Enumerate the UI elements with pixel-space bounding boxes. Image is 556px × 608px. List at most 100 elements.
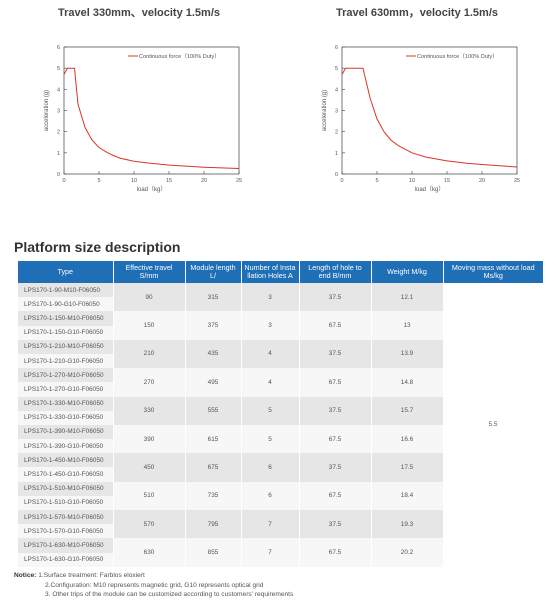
cell-hole-to-end: 67.5 [299,311,372,340]
cell-holes: 7 [241,538,300,567]
table-row: LPS170-1-270-G10-F06050 [18,382,543,397]
header-travel: Effective travel S/mm [113,261,186,283]
notice-line: 2.Configuration: M10 represents magnetic… [45,581,264,589]
table-row: LPS170-1-510-G10-F06050 [18,495,543,510]
notice-label: Notice: [14,572,37,579]
series-line [341,67,518,168]
cell-weight: 16.6 [371,424,444,454]
table-row: LPS170-1-330-M10-F06050 330 555 5 37.5 15.7 [18,396,543,425]
cell-travel: 570 [113,510,186,539]
cell-holes: 5 [241,424,300,454]
y-tick-label: 5 [57,66,60,72]
cell-length: 315 [185,283,242,312]
cell-travel: 390 [113,424,186,454]
x-tick-label: 5 [97,178,100,184]
chart-svg: 0 1 2 3 4 5 6 0 5 10 15 20 25 load（kg） acceleration (g… [44,45,242,193]
table-header-row: Type Effective travel S/mm Module length… [18,261,543,283]
cell-type: LPS170-1-90-M10-F06050 [18,283,114,298]
y-axis-label: acceleration (g) [322,90,328,131]
table-row: LPS170-1-210-G10-F06050 [18,353,543,369]
chart-title: Travel 630mm，velocity 1.5m/s [335,7,499,19]
cell-travel: 330 [113,396,186,425]
cell-weight: 12.1 [371,283,444,312]
cell-weight: 19.3 [371,510,444,539]
header-weight: Weight M/kg [371,261,444,283]
cell-type: LPS170-1-510-M10-F06050 [18,481,114,496]
cell-type: LPS170-1-210-G10-F06050 [18,353,114,369]
table-row: LPS170-1-150-M10-F06050 150 375 3 67.5 13 [18,311,543,340]
cell-hole-to-end: 67.5 [299,368,372,397]
cell-type: LPS170-1-210-M10-F06050 [18,339,114,354]
notice: Notice: 1.Surface treatment: Farblos elo… [14,571,293,600]
table-row: LPS170-1-390-M10-F06050 390 615 5 67.5 16.6 [18,424,543,454]
y-tick-label: 1 [57,151,60,157]
table-row: LPS170-1-270-M10-F06050 270 495 4 67.5 14.8 [18,368,543,397]
cell-type: LPS170-1-150-G10-F06050 [18,325,114,340]
cell-travel: 150 [113,311,186,340]
notice-line: 1.Surface treatment: Farblos eloxiert [38,572,145,579]
table-body: LPS170-1-90-M10-F06050 90 315 3 37.5 12.1 5.5 L… [18,283,544,567]
cell-holes: 4 [241,368,300,397]
cell-length: 435 [185,339,242,369]
cell-hole-to-end: 67.5 [299,481,372,510]
cell-length: 795 [185,510,242,539]
section-title: Platform size description [14,239,181,255]
cell-type: LPS170-1-570-G10-F06050 [18,524,114,539]
x-tick-label: 5 [375,178,378,184]
cell-type: LPS170-1-390-G10-F06050 [18,439,114,454]
header-length: Module length L/ [185,261,242,283]
table-row: LPS170-1-450-M10-F06050 450 675 6 37.5 17.5 [18,453,543,482]
x-tick-label: 10 [409,178,415,184]
y-tick-label: 4 [57,87,60,93]
cell-hole-to-end: 37.5 [299,396,372,425]
cell-hole-to-end: 67.5 [299,424,372,454]
cell-type: LPS170-1-90-G10-F06050 [18,297,114,312]
cell-holes: 4 [241,339,300,369]
x-tick-label: 25 [514,178,520,184]
cell-type: LPS170-1-270-M10-F06050 [18,368,114,383]
table-row: LPS170-1-90-G10-F06050 [18,297,543,312]
cell-type: LPS170-1-450-M10-F06050 [18,453,114,468]
x-tick-label: 15 [444,178,450,184]
cell-holes: 3 [241,311,300,340]
table-row: LPS170-1-570-M10-F06050 570 795 7 37.5 19.3 [18,510,543,539]
table-row: LPS170-1-390-G10-F06050 [18,439,543,454]
cell-hole-to-end: 37.5 [299,453,372,482]
table-row: LPS170-1-330-G10-F06050 [18,410,543,425]
series-line [63,67,240,169]
header-moving-mass: Moving mass without load Ms/kg [443,261,543,283]
cell-type: LPS170-1-510-G10-F06050 [18,495,114,510]
plot-frame [63,46,240,175]
table-row: LPS170-1-630-G10-F06050 [18,552,543,567]
x-tick-label: 25 [236,178,242,184]
table-row: LPS170-1-570-G10-F06050 [18,524,543,539]
cell-holes: 6 [241,453,300,482]
chart-svg: 0 1 2 3 4 5 6 0 5 10 15 20 25 load（kg） acceleration (g… [322,45,520,193]
cell-hole-to-end: 37.5 [299,510,372,539]
x-axis-label: load（kg） [415,186,445,193]
cell-type: LPS170-1-570-M10-F06050 [18,510,114,525]
table-row: LPS170-1-90-M10-F06050 90 315 3 37.5 12.1 5.5 [18,283,544,567]
legend-label: Continuous force（100% Duty） [417,53,498,60]
cell-type: LPS170-1-330-G10-F06050 [18,410,114,425]
x-tick-label: 20 [479,178,485,184]
cell-type: LPS170-1-630-M10-F06050 [18,538,114,553]
x-axis-label: load（kg） [137,186,167,193]
cell-hole-to-end: 67.5 [299,538,372,567]
cell-type: LPS170-1-270-G10-F06050 [18,382,114,397]
cell-travel: 630 [113,538,186,567]
cell-length: 615 [185,424,242,454]
cell-weight: 13 [371,311,444,340]
chart-travel-630: Travel 630mm，velocity 1.5m/s 0 1 2 3 4 5 6 0 5 10… [278,0,556,200]
table-row: LPS170-1-630-M10-F06050 630 855 7 67.5 20.2 [18,538,543,567]
cell-weight: 13.9 [371,339,444,369]
chart-title: Travel 330mm、velocity 1.5m/s [57,7,221,19]
y-tick-label: 2 [335,130,338,136]
y-tick-label: 4 [335,87,338,93]
cell-holes: 7 [241,510,300,539]
cell-hole-to-end: 37.5 [299,339,372,369]
cell-weight: 17.5 [371,453,444,482]
cell-travel: 210 [113,339,186,369]
cell-length: 675 [185,453,242,482]
cell-length: 735 [185,481,242,510]
